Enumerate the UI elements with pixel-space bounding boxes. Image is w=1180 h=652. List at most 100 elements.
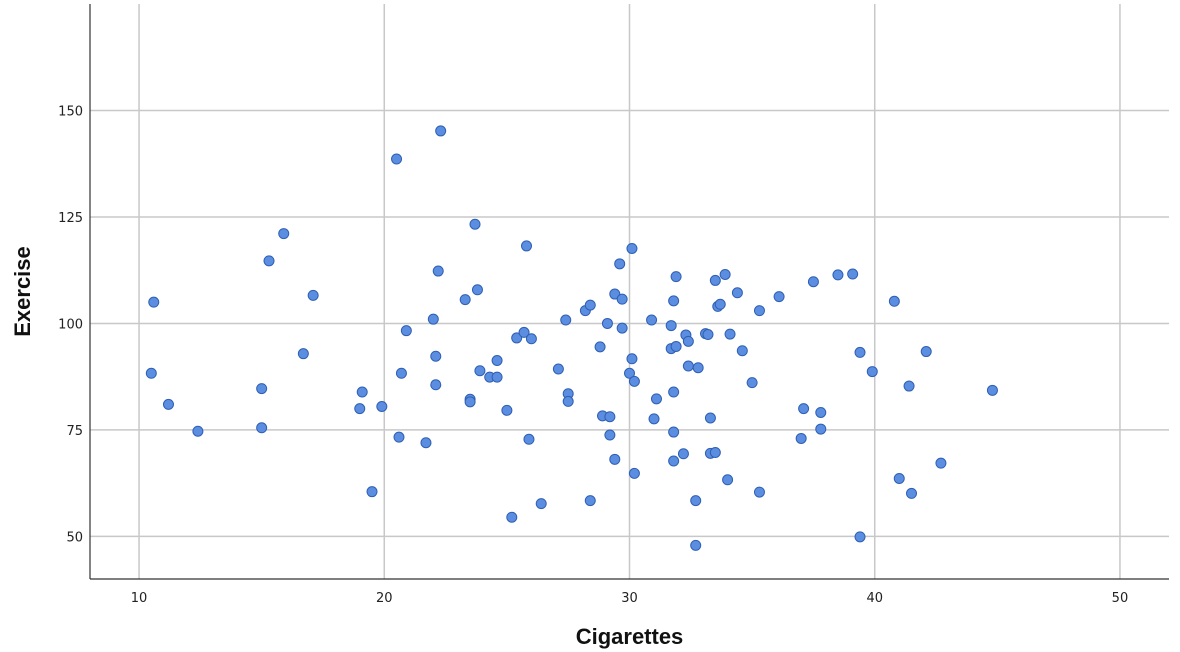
y-tick-label-125: 125 xyxy=(58,211,83,226)
data-point-38 xyxy=(523,433,535,445)
data-point-113 xyxy=(935,457,947,469)
data-point-68 xyxy=(668,295,680,307)
data-point-65 xyxy=(650,393,662,405)
data-point-14 xyxy=(391,153,403,165)
data-point-92 xyxy=(731,287,743,299)
data-point-58 xyxy=(624,367,635,379)
data-point-16 xyxy=(395,367,407,379)
data-point-57 xyxy=(616,322,628,334)
data-point-71 xyxy=(668,426,680,438)
data-point-106 xyxy=(854,531,866,543)
y-tick-label-150: 150 xyxy=(58,104,83,119)
data-point-99 xyxy=(798,403,810,415)
x-axis-title: Cigarettes xyxy=(576,624,684,649)
data-point-95 xyxy=(753,305,765,317)
data-point-53 xyxy=(609,288,621,300)
data-point-98 xyxy=(795,432,807,444)
data-point-44 xyxy=(562,395,574,407)
data-point-50 xyxy=(601,317,613,329)
data-point-100 xyxy=(807,276,819,288)
data-point-28 xyxy=(471,284,483,296)
data-point-55 xyxy=(614,258,626,270)
data-point-60 xyxy=(626,242,638,254)
data-point-105 xyxy=(854,346,866,358)
data-point-2 xyxy=(162,398,174,410)
data-point-1 xyxy=(145,367,157,379)
data-point-102 xyxy=(815,423,827,435)
data-point-94 xyxy=(746,377,758,389)
x-tick-label-40: 40 xyxy=(866,591,883,606)
data-point-52 xyxy=(604,429,616,441)
data-point-24 xyxy=(459,294,471,306)
data-point-63 xyxy=(646,314,658,326)
data-point-35 xyxy=(511,332,523,344)
data-point-6 xyxy=(263,255,275,267)
data-point-88 xyxy=(714,298,726,310)
data-point-86 xyxy=(709,274,721,286)
y-tick-label-50: 50 xyxy=(66,530,83,545)
data-point-96 xyxy=(753,486,765,498)
y-tick-labels: 50 75 100 125 150 xyxy=(58,104,83,545)
data-point-114 xyxy=(986,384,998,396)
data-point-15 xyxy=(393,431,405,443)
data-point-5 xyxy=(256,422,268,434)
data-point-64 xyxy=(648,413,660,425)
data-point-79 xyxy=(690,539,702,551)
data-point-8 xyxy=(297,348,309,360)
y-tick-label-100: 100 xyxy=(58,317,83,332)
data-point-91 xyxy=(724,328,736,340)
data-point-108 xyxy=(888,295,900,307)
data-point-56 xyxy=(616,293,628,305)
data-point-89 xyxy=(719,268,731,280)
data-point-40 xyxy=(535,498,547,510)
data-point-61 xyxy=(628,375,640,387)
data-point-34 xyxy=(506,511,518,523)
data-point-41 xyxy=(552,363,564,375)
data-point-73 xyxy=(670,340,682,352)
x-tick-label-50: 50 xyxy=(1112,591,1129,606)
data-point-74 xyxy=(677,448,689,460)
data-point-3 xyxy=(192,425,204,437)
data-point-77 xyxy=(682,360,694,372)
y-gridlines xyxy=(90,109,1169,538)
data-point-97 xyxy=(773,291,785,303)
data-point-112 xyxy=(920,346,932,358)
data-point-62 xyxy=(628,467,640,479)
data-point-101 xyxy=(815,406,827,418)
y-axis-title: Exercise xyxy=(10,246,35,337)
data-point-21 xyxy=(430,379,442,391)
x-tick-label-30: 30 xyxy=(621,591,638,606)
data-points xyxy=(145,125,998,551)
data-point-26 xyxy=(464,396,476,408)
data-point-82 xyxy=(702,329,714,341)
data-point-76 xyxy=(682,335,694,347)
data-point-107 xyxy=(866,366,878,378)
data-point-104 xyxy=(847,268,859,280)
data-point-103 xyxy=(832,269,844,281)
data-point-27 xyxy=(469,218,481,230)
data-point-70 xyxy=(668,455,680,467)
data-point-39 xyxy=(525,333,537,345)
data-point-9 xyxy=(307,289,319,301)
data-point-85 xyxy=(709,447,721,458)
data-point-13 xyxy=(376,401,388,412)
x-tick-label-10: 10 xyxy=(131,591,148,606)
data-point-66 xyxy=(665,320,677,332)
data-point-11 xyxy=(356,386,368,398)
data-point-51 xyxy=(604,411,616,423)
data-point-17 xyxy=(400,325,412,337)
data-point-111 xyxy=(906,487,918,499)
data-point-32 xyxy=(491,371,503,383)
data-point-47 xyxy=(584,495,596,507)
data-point-20 xyxy=(430,350,442,362)
data-point-12 xyxy=(366,486,378,498)
y-tick-label-75: 75 xyxy=(66,424,83,439)
data-point-4 xyxy=(256,383,268,395)
data-point-93 xyxy=(736,345,748,357)
data-point-80 xyxy=(692,362,704,374)
data-point-31 xyxy=(491,355,503,366)
data-point-90 xyxy=(722,474,734,486)
data-point-29 xyxy=(474,365,486,377)
data-point-83 xyxy=(704,412,716,424)
